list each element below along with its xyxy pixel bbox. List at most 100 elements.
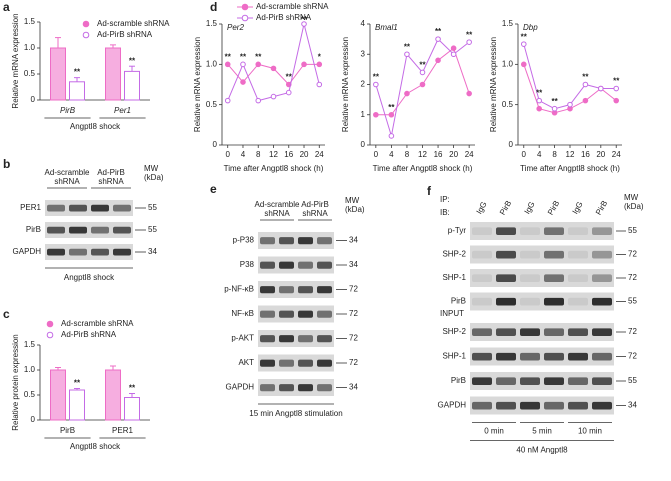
- group-label: Ad-scramble: [45, 168, 90, 177]
- panel-letter: d: [210, 0, 217, 14]
- data-point: [419, 69, 426, 76]
- blot-band: [520, 328, 540, 336]
- mw-header: (kDa): [144, 173, 164, 182]
- blot-row-label: PirB: [451, 297, 466, 306]
- data-point: [419, 81, 426, 88]
- significance: **: [373, 73, 380, 82]
- x-tick-label: 16: [284, 150, 293, 159]
- blot-band: [279, 359, 294, 367]
- lane-label: IgG: [475, 200, 489, 216]
- legend-label: Ad-scramble shRNA: [97, 19, 170, 28]
- blot-strip: [470, 347, 614, 366]
- blot-band: [568, 297, 588, 306]
- group-label: shRNA: [264, 209, 290, 218]
- blot-band: [47, 248, 65, 256]
- y-axis-label: Relative mRNA expression: [341, 37, 350, 132]
- blot-strip: [45, 200, 133, 216]
- data-point: [255, 97, 262, 104]
- blot-strip: [470, 292, 614, 311]
- blot-band: [592, 227, 612, 235]
- data-point: [285, 89, 292, 96]
- blot-row-label: p-NF-κB: [224, 285, 254, 294]
- blot-strip: [470, 372, 614, 390]
- x-tick-label: 4: [537, 150, 542, 159]
- blot-band: [496, 377, 516, 385]
- group-label: shRNA: [302, 209, 328, 218]
- blot-band: [91, 248, 109, 256]
- footer-label: 15 min Angptl8 stimulation: [249, 409, 342, 418]
- blot-band: [592, 352, 612, 361]
- blot-band: [568, 274, 588, 282]
- blot-band: [496, 274, 516, 282]
- input-label: INPUT: [440, 309, 464, 318]
- blot-band: [520, 352, 540, 361]
- x-tick-label: 24: [612, 150, 621, 159]
- blot-band: [496, 297, 516, 306]
- significance: *: [318, 52, 322, 61]
- significance: **: [301, 15, 308, 24]
- blot-band: [113, 248, 131, 256]
- significance: **: [536, 89, 543, 98]
- blot-band: [544, 227, 564, 235]
- blot-band: [260, 335, 275, 343]
- blot-row-label: SHP-1: [442, 352, 466, 361]
- blot-band: [113, 226, 131, 234]
- mw-label: 34: [148, 247, 157, 256]
- x-tick-label: 24: [465, 150, 474, 159]
- mw-label: 55: [628, 297, 637, 306]
- x-tick-label: PirB: [60, 106, 76, 115]
- significance: **: [129, 56, 136, 65]
- y-axis-label: Relative mRNA expression: [193, 37, 202, 132]
- blot-band: [279, 335, 294, 343]
- bar: [105, 369, 121, 421]
- blot-band: [544, 377, 564, 385]
- y-tick-label: 1.5: [24, 17, 36, 26]
- bar: [124, 397, 140, 421]
- x-tick-label: 16: [434, 150, 443, 159]
- y-tick-label: 0.5: [24, 390, 36, 399]
- blot-strip: [258, 330, 334, 347]
- y-tick-label: 1.5: [206, 19, 218, 28]
- x-tick-label: 4: [241, 150, 246, 159]
- panel-letter: b: [3, 157, 10, 171]
- x-tick-label: 0: [225, 150, 230, 159]
- significance: **: [419, 61, 426, 70]
- chart-title: Per2: [227, 23, 244, 32]
- blot-row-label: GAPDH: [13, 247, 42, 256]
- significance: **: [582, 73, 589, 82]
- lane-label: IgG: [571, 200, 585, 216]
- blot-band: [568, 227, 588, 235]
- blot-band: [317, 286, 332, 294]
- blot-band: [69, 226, 87, 234]
- blot-row-label: SHP-2: [442, 250, 466, 259]
- chart-title: Dbp: [523, 23, 538, 32]
- data-point: [598, 85, 604, 92]
- blot-band: [298, 237, 313, 245]
- blot-band: [298, 286, 313, 294]
- mw-header: MW: [624, 193, 639, 202]
- blot-row-label: p-Tyr: [448, 226, 467, 235]
- time-label: 0 min: [484, 427, 504, 436]
- mw-label: 34: [349, 383, 358, 392]
- data-point: [536, 97, 542, 104]
- panel-letter: e: [210, 182, 217, 196]
- x-tick-label: 0: [522, 150, 527, 159]
- blot-band: [520, 250, 540, 259]
- x-tick-label: 8: [405, 150, 410, 159]
- blot-band: [260, 261, 275, 269]
- blot-row-label: SHP-1: [442, 273, 466, 282]
- x-axis-label: Angptl8 shock: [70, 442, 121, 451]
- data-point: [240, 79, 246, 85]
- data-point: [520, 61, 527, 68]
- blot-band: [544, 250, 564, 259]
- blot-row-label: p-P38: [233, 236, 255, 245]
- legend-marker: [241, 14, 249, 22]
- blot-band: [298, 310, 313, 318]
- blot-band: [472, 227, 492, 235]
- data-point: [224, 97, 231, 104]
- blot-strip: [470, 323, 614, 341]
- significance: **: [129, 384, 136, 393]
- data-point: [435, 36, 441, 42]
- data-point: [270, 93, 277, 100]
- mw-label: 55: [628, 376, 637, 385]
